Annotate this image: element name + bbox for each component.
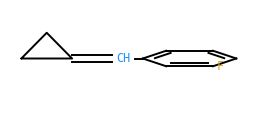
Text: CH: CH	[116, 52, 130, 65]
Text: F: F	[216, 60, 223, 73]
